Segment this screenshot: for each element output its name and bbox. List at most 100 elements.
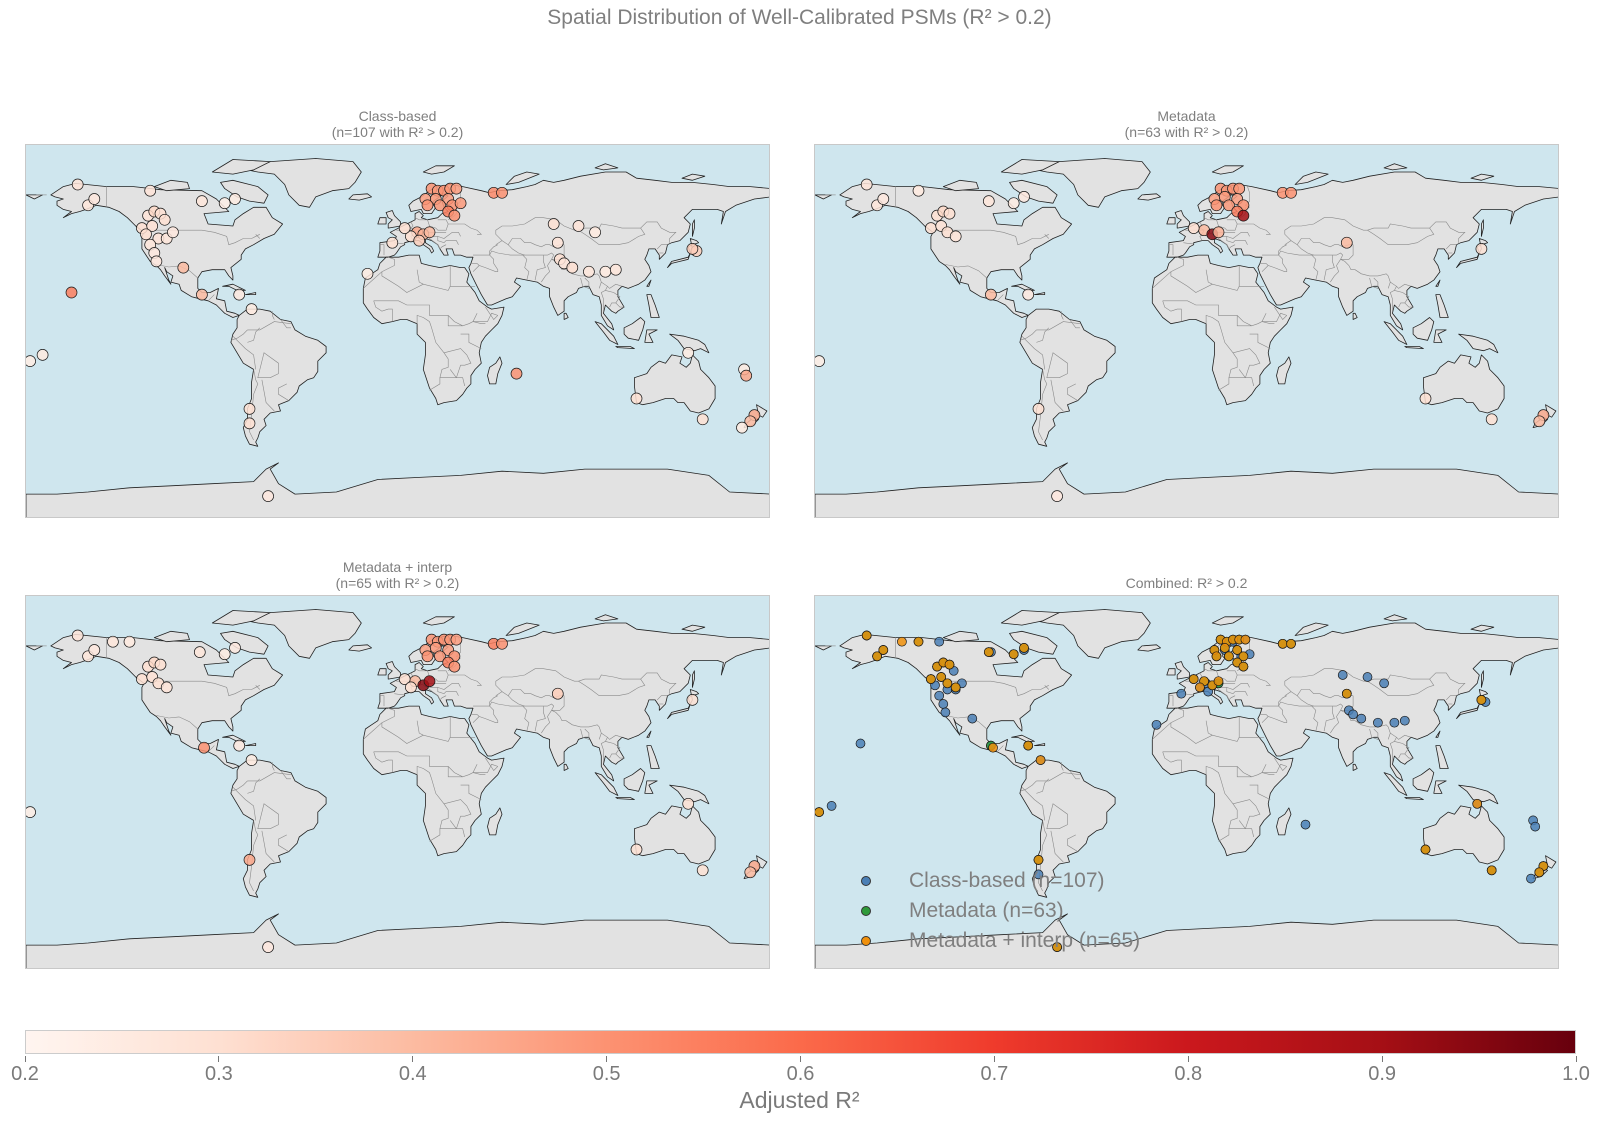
site-marker-metadata-interp <box>1232 645 1243 655</box>
site-marker <box>158 213 171 226</box>
site-marker-metadata-interp <box>913 636 924 647</box>
land-svalbard <box>1211 616 1244 626</box>
site-marker <box>245 303 258 315</box>
land-sri-lanka <box>563 763 569 771</box>
country-border <box>551 695 565 711</box>
map-metadata-interp <box>25 595 770 969</box>
site-marker <box>1187 222 1200 234</box>
land-uk <box>1174 661 1191 680</box>
country-border <box>1340 710 1391 740</box>
country-border <box>1228 369 1246 378</box>
land-borneo <box>623 317 646 341</box>
country-border <box>1278 254 1288 272</box>
land-novaya-zemlya <box>505 622 540 636</box>
land-baffin <box>1009 179 1058 204</box>
land-philippines <box>646 745 660 769</box>
land-antarctica <box>815 913 1558 968</box>
country-border <box>1261 263 1287 272</box>
colorbar-tick-label: 0.6 <box>786 1063 815 1085</box>
country-border <box>495 217 579 241</box>
site-marker <box>243 417 256 430</box>
site-marker-class-based <box>1526 873 1536 884</box>
site-marker <box>26 355 36 367</box>
country-border <box>416 720 424 736</box>
country-border <box>373 300 393 322</box>
country-border <box>1162 751 1275 778</box>
colorbar-tick <box>24 1056 26 1062</box>
land-java <box>1404 346 1424 350</box>
site-marker-class-based <box>1379 678 1389 689</box>
country-border <box>1162 751 1182 773</box>
panel-title-combined: Combined: R² > 0.2 <box>814 575 1559 591</box>
colorbar-tick <box>218 1056 220 1062</box>
land-novaya-zemlya <box>1294 171 1329 185</box>
country-border <box>373 300 486 327</box>
country-border <box>1274 757 1288 771</box>
country-border <box>1389 286 1397 312</box>
country-border <box>945 264 987 279</box>
country-border <box>1367 678 1435 696</box>
land-taiwan <box>1435 730 1441 738</box>
site-marker-class-based <box>1348 709 1358 720</box>
country-border <box>615 753 625 759</box>
country-border <box>272 311 275 320</box>
site-marker <box>1233 182 1246 195</box>
land-kamchatka-is <box>26 645 44 651</box>
land-baffin <box>220 179 269 204</box>
country-border <box>1404 302 1414 308</box>
site-marker <box>140 228 152 241</box>
country-border <box>1168 695 1174 707</box>
site-marker <box>736 421 748 434</box>
colorbar-tick-label: 0.2 <box>11 1063 39 1085</box>
land-hispaniola <box>1033 292 1046 296</box>
panel-title-line2: (n=107 with R² > 0.2) <box>331 124 464 140</box>
land-greenland <box>246 158 362 208</box>
country-border <box>472 763 498 773</box>
land-australia <box>1423 354 1505 414</box>
country-border <box>1394 290 1410 308</box>
country-border <box>580 728 590 740</box>
country-border <box>255 685 261 690</box>
land-borneo <box>1412 768 1435 792</box>
site-marker <box>136 673 148 685</box>
country-border <box>1284 668 1368 692</box>
legend-marker-metadata <box>861 906 871 916</box>
country-border <box>1228 820 1246 829</box>
country-border <box>1330 710 1341 734</box>
site-marker-metadata-interp <box>1238 661 1249 672</box>
land-sumatra <box>1383 321 1408 345</box>
land-new-guinea <box>1458 333 1499 354</box>
site-marker <box>423 226 436 239</box>
site-marker-metadata-interp <box>1019 643 1029 653</box>
site-marker-class-based <box>855 738 866 749</box>
land-hispaniola <box>244 743 257 747</box>
country-border <box>1069 319 1080 329</box>
site-marker <box>815 355 825 367</box>
panel-title-line2: (n=65 with R² > 0.2) <box>335 575 460 591</box>
land-philippines <box>1435 294 1449 318</box>
country-border <box>551 710 602 740</box>
country-border <box>578 678 646 696</box>
site-marker <box>26 806 36 818</box>
country-border <box>1205 269 1213 285</box>
land-taiwan <box>646 279 652 287</box>
colorbar-tick-label: 0.5 <box>592 1063 621 1085</box>
country-border <box>1261 763 1287 773</box>
site-marker-class-based <box>1373 717 1383 728</box>
site-marker <box>160 681 173 694</box>
site-marker-metadata-interp <box>815 807 824 817</box>
site-marker-metadata-interp <box>878 645 889 655</box>
site-marker <box>682 797 695 810</box>
site-marker <box>982 195 995 207</box>
country-border <box>1284 217 1368 241</box>
land-sakhalin <box>692 219 695 237</box>
land-sulawesi <box>1433 329 1447 343</box>
site-marker-metadata-interp <box>1476 695 1487 705</box>
country-border <box>261 379 275 412</box>
country-border <box>1367 672 1466 694</box>
country-border <box>1262 244 1287 256</box>
land-svalbard <box>1211 165 1244 175</box>
country-borders <box>825 186 1466 441</box>
site-marker <box>912 184 925 197</box>
country-border <box>1284 689 1354 699</box>
